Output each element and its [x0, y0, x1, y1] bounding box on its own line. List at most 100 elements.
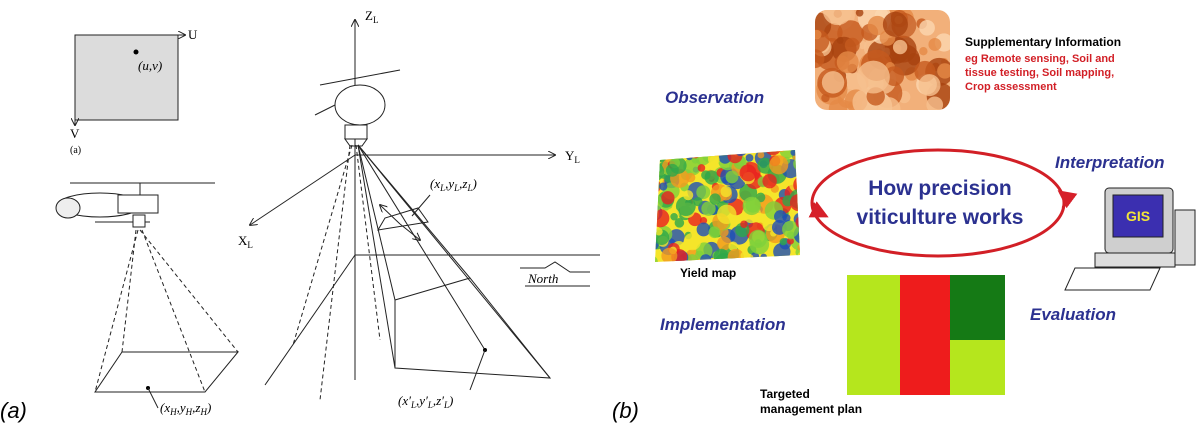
- point-label: (u,v): [138, 58, 162, 73]
- subscript: L: [247, 240, 253, 250]
- texture: [797, 181, 804, 188]
- texture: [857, 61, 890, 94]
- texture: [748, 143, 754, 149]
- texture: [760, 254, 766, 260]
- camera-point-label: (xL,yL,zL): [430, 176, 477, 193]
- text-part: (x: [160, 400, 170, 415]
- texture: [812, 30, 821, 39]
- ground-footprint: [395, 278, 550, 378]
- texture: [659, 182, 667, 190]
- heli-point-label: (xH,yH,zH): [160, 400, 211, 417]
- texture: [757, 152, 764, 159]
- texture: [919, 47, 927, 55]
- plan-label: management plan: [760, 402, 862, 416]
- texture: [661, 248, 677, 264]
- panel-a: U V (u,v) (a) (xH,yH,zH) (a) ZL YL XL (x…: [0, 8, 600, 423]
- yield-map-label: Yield map: [680, 266, 736, 280]
- texture: [797, 251, 810, 264]
- stage: Observation: [665, 88, 764, 107]
- texture: [919, 20, 935, 36]
- texture: [893, 40, 907, 54]
- supplementary-line: tissue testing, Soil mapping,: [965, 67, 1114, 79]
- x-axis-label: XL: [238, 233, 253, 250]
- texture: [651, 209, 669, 227]
- texture: [642, 206, 659, 223]
- v-label: V: [70, 126, 80, 141]
- texture: [797, 245, 803, 251]
- texture: [796, 202, 807, 213]
- stage: Implementation: [660, 315, 786, 334]
- texture: [661, 191, 674, 204]
- supplementary-map: [805, 0, 953, 122]
- stage: Evaluation: [1030, 305, 1116, 324]
- texture: [769, 155, 788, 174]
- texture: [749, 141, 758, 150]
- texture: [726, 171, 739, 184]
- texture: [721, 142, 729, 150]
- texture: [789, 177, 805, 193]
- subscript: L: [574, 155, 580, 165]
- texture: [797, 258, 807, 268]
- management-plan: [847, 275, 1005, 395]
- texture: [856, 9, 864, 17]
- texture: [780, 238, 787, 245]
- texture: [837, 51, 859, 73]
- texture: [790, 194, 807, 211]
- texture: [698, 164, 706, 172]
- texture: [693, 197, 702, 206]
- texture: [746, 154, 754, 162]
- texture: [710, 155, 720, 165]
- texture: [883, 12, 908, 37]
- view-lines: [95, 230, 238, 392]
- texture: [646, 143, 658, 155]
- texture: [926, 96, 943, 113]
- texture: [740, 164, 757, 181]
- center-text: viticulture works: [857, 206, 1024, 229]
- texture: [789, 139, 801, 151]
- text-part: ): [448, 393, 453, 408]
- texture: [699, 142, 709, 152]
- helicopter: [56, 183, 215, 227]
- texture: [919, 74, 941, 96]
- texture: [644, 178, 660, 194]
- texture: [730, 144, 738, 152]
- text-part: ,z: [459, 176, 467, 191]
- texture: [683, 190, 693, 200]
- texture: [684, 233, 701, 250]
- texture: [937, 63, 952, 78]
- texture: [645, 194, 662, 211]
- texture: [666, 164, 679, 177]
- texture: [749, 230, 767, 248]
- subscript: L: [373, 15, 379, 25]
- texture: [675, 218, 685, 228]
- texture: [686, 153, 693, 160]
- texture: [645, 162, 664, 181]
- ground-point-label: (x′L,y′L,z′L): [398, 393, 453, 410]
- text-part: ): [472, 176, 477, 191]
- texture: [714, 249, 729, 264]
- supplementary-line: Crop assessment: [965, 81, 1057, 93]
- texture: [798, 142, 805, 149]
- texture: [747, 139, 760, 152]
- texture: [822, 71, 844, 93]
- texture: [793, 157, 807, 171]
- texture: [700, 254, 711, 265]
- texture: [740, 220, 748, 228]
- texture: [663, 138, 679, 154]
- gis-label: GIS: [1126, 208, 1150, 224]
- z-axis-label: ZL: [365, 8, 378, 25]
- texture: [745, 198, 760, 213]
- texture: [795, 140, 812, 157]
- panel-b: Supplementary Information eg Remote sens…: [612, 0, 1195, 423]
- texture: [770, 255, 787, 272]
- u-label: U: [188, 27, 198, 42]
- texture: [649, 182, 657, 190]
- text-part: ,z: [192, 400, 200, 415]
- text-part: ): [206, 400, 211, 415]
- texture: [740, 252, 748, 260]
- texture: [709, 193, 720, 204]
- texture: [685, 142, 702, 159]
- texture: [709, 226, 721, 238]
- supplementary-line: eg Remote sensing, Soil and: [965, 53, 1115, 65]
- texture: [655, 228, 663, 236]
